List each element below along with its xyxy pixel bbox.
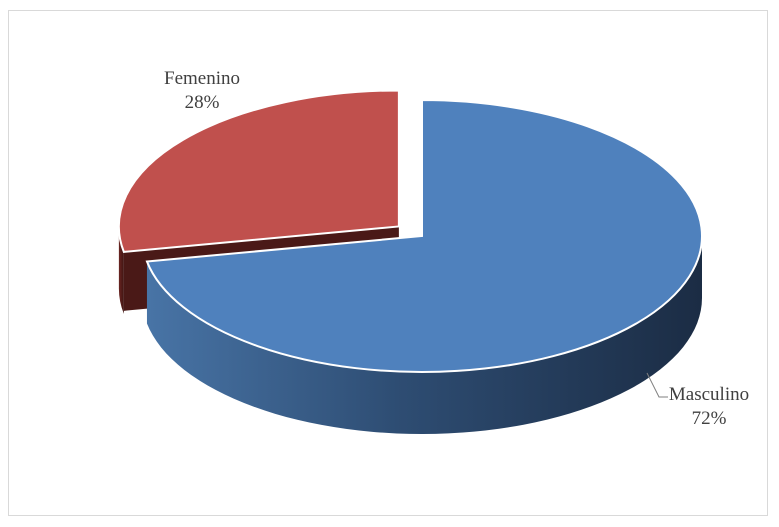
data-label-femenino-percent: 28% <box>185 92 220 113</box>
leader-line-masculino <box>646 372 668 398</box>
slice-side-femenino <box>118 226 124 314</box>
slice-side-masculino <box>146 236 702 434</box>
slice-masculino <box>145 98 703 373</box>
slice-femenino <box>117 89 400 253</box>
data-label-masculino-percent: 72% <box>692 408 727 429</box>
data-label-masculino-category: Masculino <box>669 384 749 405</box>
data-label-femenino-category: Femenino <box>164 68 240 89</box>
